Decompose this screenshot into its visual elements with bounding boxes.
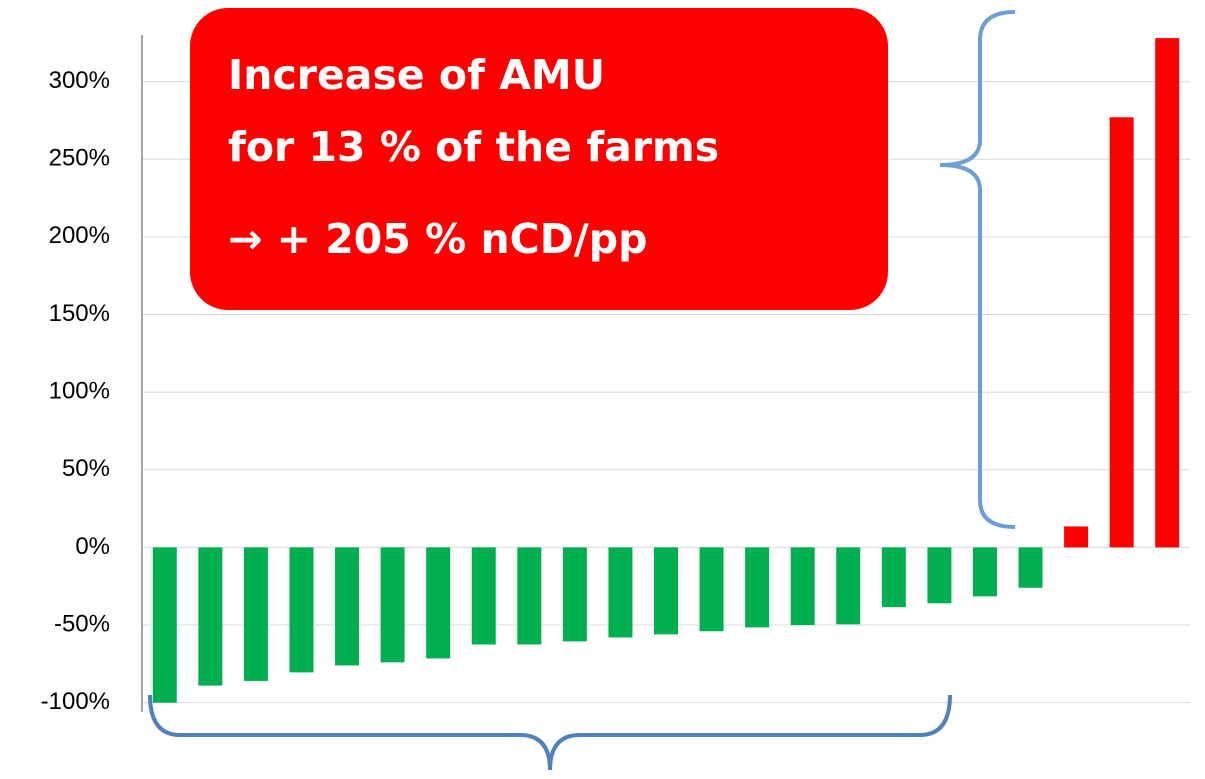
bar	[562, 547, 587, 642]
brace	[148, 694, 952, 771]
bar	[699, 547, 724, 632]
bar	[335, 547, 360, 666]
annotation: for 13 % of the farms	[228, 123, 719, 171]
bar	[608, 547, 633, 638]
y-tick-label: -50%	[54, 610, 110, 637]
y-tick-label: -100%	[41, 688, 110, 715]
bar	[745, 547, 770, 628]
bar	[1018, 547, 1043, 588]
y-tick-label: 250%	[49, 145, 110, 172]
annotation: → + 205 % nCD/pp	[228, 215, 647, 263]
bar	[471, 547, 496, 645]
y-tick-label: 0%	[75, 533, 110, 560]
y-tick-label: 300%	[49, 67, 110, 94]
y-tick-label: 100%	[49, 377, 110, 404]
bar	[1064, 526, 1089, 548]
bar	[198, 547, 223, 686]
bar	[836, 547, 861, 625]
y-tick-label: 50%	[62, 455, 110, 482]
bar	[1109, 117, 1134, 548]
y-tick-label: 200%	[49, 222, 110, 249]
bar	[881, 547, 906, 608]
brace	[939, 10, 1016, 529]
bar	[289, 547, 314, 673]
bar	[1155, 38, 1180, 548]
annotation-box	[190, 8, 888, 310]
y-tick-label: 150%	[49, 300, 110, 327]
bar	[972, 547, 997, 597]
bar	[517, 547, 542, 645]
bar	[927, 547, 952, 604]
bar	[380, 547, 405, 663]
bar	[654, 547, 678, 635]
bars	[152, 38, 1180, 703]
annotation: Increase of AMU	[228, 51, 605, 99]
bar	[152, 547, 177, 703]
bar	[426, 547, 451, 659]
bar	[243, 547, 268, 681]
bar	[790, 547, 815, 626]
